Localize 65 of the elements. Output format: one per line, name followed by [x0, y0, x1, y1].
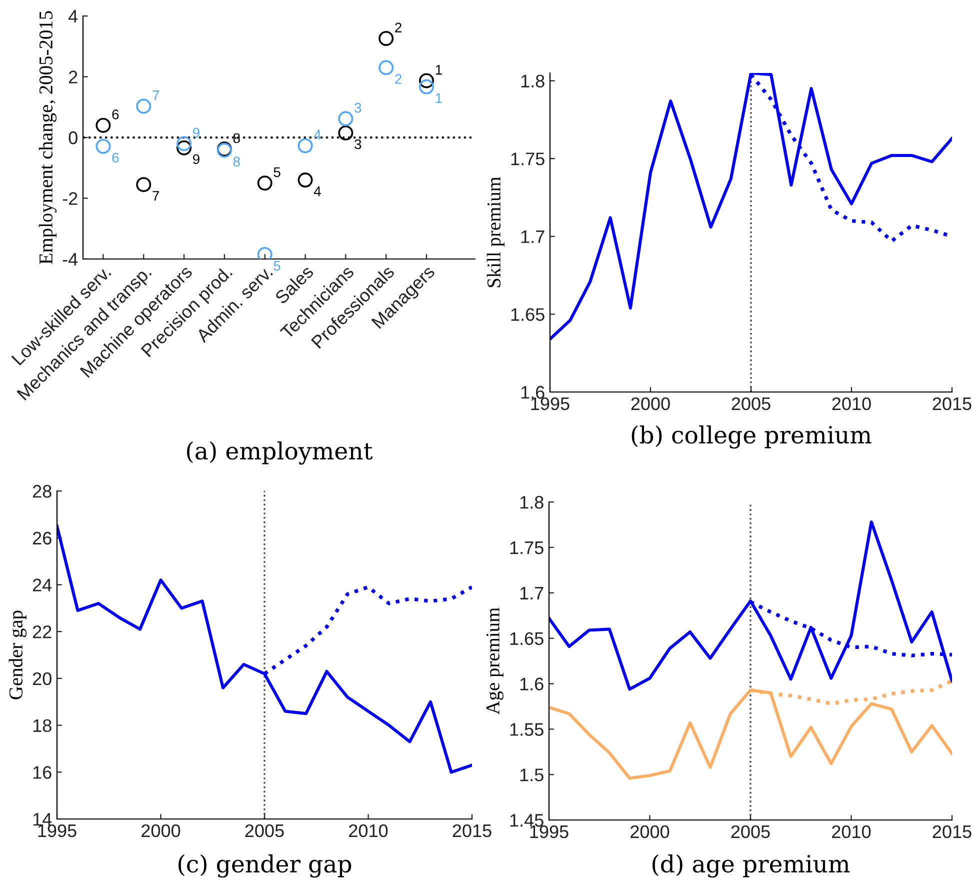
y-tick-label: 1.55: [510, 723, 544, 736]
annotation: 1: [436, 93, 442, 103]
annotation: 5: [274, 167, 280, 178]
y-axis-title: Gender gap: [8, 610, 26, 700]
x-tick-label: 2005: [245, 824, 284, 838]
annotation: 8: [233, 156, 240, 166]
x-tick-label: 2000: [631, 397, 670, 410]
x-tick-label: 2010: [349, 824, 388, 838]
y-tick-label: 18: [33, 719, 52, 732]
y-tick-label: 1.7: [521, 230, 544, 243]
y-axis-title: Skill premium: [486, 176, 504, 288]
y-tick-label: 16: [33, 766, 52, 779]
annotation: 7: [152, 191, 159, 201]
y-tick-label: 1.7: [520, 586, 544, 600]
annotation: 4: [314, 130, 321, 140]
y-tick-label: 2: [69, 70, 78, 84]
x-tick-label: 2010: [832, 397, 871, 410]
y-tick-label: 1.65: [510, 632, 544, 646]
x-tick-label: 1995: [530, 825, 568, 838]
annotation: 9: [193, 154, 200, 164]
annotation: 6: [112, 152, 119, 163]
y-tick-label: -2: [62, 192, 78, 205]
y-tick-label: 1.75: [511, 152, 544, 166]
y-tick-label: 1.6: [520, 678, 544, 690]
y-tick-label: -4: [62, 253, 78, 266]
y-tick-label: 20: [32, 672, 52, 686]
text: (d) age premium: [652, 854, 850, 878]
annotation: 3: [354, 139, 362, 150]
y-axis-title: Employment change, 2005-2015: [38, 11, 57, 264]
x-tick-label: 2010: [832, 825, 871, 838]
text: (c) gender gap: [178, 854, 352, 878]
y-tick-label: 0: [68, 131, 78, 144]
x-tick-label: 2005: [732, 397, 770, 410]
annotation: 7: [152, 90, 159, 100]
y-tick-label: 1.75: [510, 542, 544, 554]
y-tick-label: 14: [33, 813, 52, 826]
annotation: 1: [436, 65, 442, 75]
x-tick-label: 2015: [452, 824, 492, 838]
annotation: 2: [395, 22, 402, 32]
x-tick-label: 2000: [142, 824, 180, 838]
y-tick-label: 22: [32, 626, 52, 638]
annotation: 9: [193, 128, 200, 138]
y-tick-label: 26: [32, 532, 52, 545]
text: (a) employment: [187, 441, 373, 465]
y-tick-label: 1.45: [510, 814, 544, 827]
x-tick-label: 2015: [932, 397, 972, 410]
x-tick-label: 2005: [731, 825, 770, 838]
y-tick-label: 24: [32, 578, 52, 592]
y-axis-title: Age premium: [486, 608, 504, 715]
annotation: 2: [395, 74, 402, 84]
y-tick-label: 4: [68, 10, 78, 23]
annotation: 4: [314, 186, 321, 196]
y-tick-label: 1.65: [511, 308, 544, 321]
x-tick-label: 2015: [932, 825, 972, 838]
y-tick-label: 1.8: [521, 74, 544, 88]
y-tick-label: 28: [32, 484, 52, 498]
x-tick-label: 2000: [630, 825, 670, 838]
y-tick-label: 1.8: [520, 496, 544, 509]
annotation: 3: [354, 102, 362, 113]
text: (b) college premium: [632, 425, 872, 449]
x-tick-label: 1995: [38, 824, 76, 838]
y-tick-label: 1.5: [520, 768, 544, 782]
y-tick-label: 1.6: [521, 386, 544, 399]
annotation: 6: [112, 110, 119, 120]
x-tick-label: 1995: [531, 397, 570, 410]
